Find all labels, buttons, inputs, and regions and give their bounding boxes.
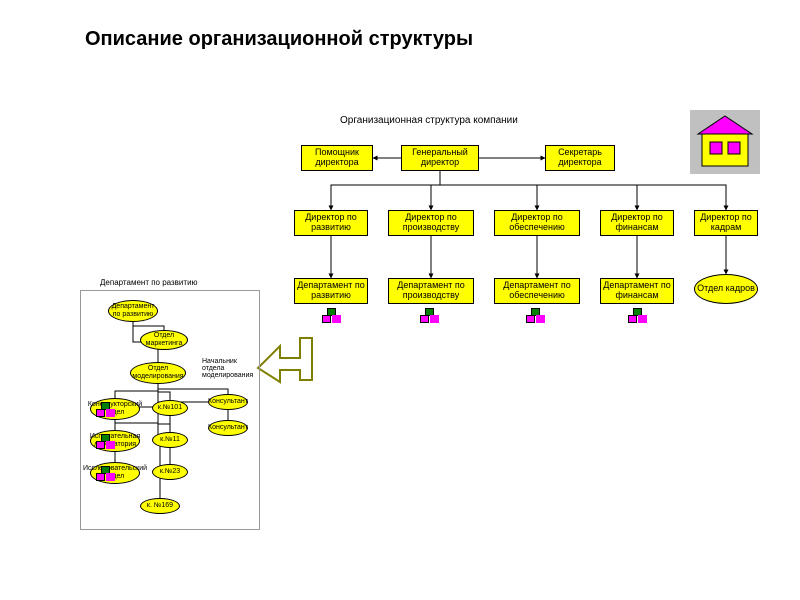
- org-node-p5: Отдел кадров: [694, 274, 758, 304]
- canvas: { "colors": { "node_fill": "#ffff00", "n…: [0, 0, 800, 600]
- group-icon: [322, 308, 340, 322]
- org-node-s1: Департамент по развитию: [108, 300, 158, 322]
- group-icon: [96, 466, 114, 480]
- org-node-n2: Генеральный директор: [401, 145, 479, 171]
- side-label: Департамент по развитию: [100, 278, 198, 287]
- org-node-s12: Консультант: [208, 420, 248, 436]
- org-node-s11: Консультант: [208, 394, 248, 410]
- org-node-p3: Департамент по обеспечению: [494, 278, 580, 304]
- side-label-2: Начальник отдела моделирования: [202, 358, 250, 379]
- org-node-d2: Директор по производству: [388, 210, 474, 236]
- group-icon: [96, 434, 114, 448]
- org-node-n1: Помощник директора: [301, 145, 373, 171]
- group-icon: [526, 308, 544, 322]
- org-node-p2: Департамент по производству: [388, 278, 474, 304]
- org-node-s10: к. №169: [140, 498, 180, 514]
- diagram-subtitle: Организационная структура компании: [340, 115, 518, 126]
- org-node-s9: к.№23: [152, 464, 188, 480]
- group-icon: [96, 402, 114, 416]
- org-node-p4: Департамент по финансам: [600, 278, 674, 304]
- page-title: Описание организационной структуры: [85, 28, 473, 51]
- org-node-d3: Директор по обеспечению: [494, 210, 580, 236]
- org-node-d5: Директор по кадрам: [694, 210, 758, 236]
- org-node-s2: Отдел маркетинга: [140, 330, 188, 350]
- org-node-s5: к.№101: [152, 400, 188, 416]
- org-node-d1: Директор по развитию: [294, 210, 368, 236]
- house-icon: [690, 110, 760, 179]
- org-node-s7: к.№11: [152, 432, 188, 448]
- org-node-d4: Директор по финансам: [600, 210, 674, 236]
- org-node-p1: Департамент по развитию: [294, 278, 368, 304]
- group-icon: [628, 308, 646, 322]
- org-node-n3: Секретарь директора: [545, 145, 615, 171]
- group-icon: [420, 308, 438, 322]
- org-node-s3: Отдел моделирования: [130, 362, 186, 384]
